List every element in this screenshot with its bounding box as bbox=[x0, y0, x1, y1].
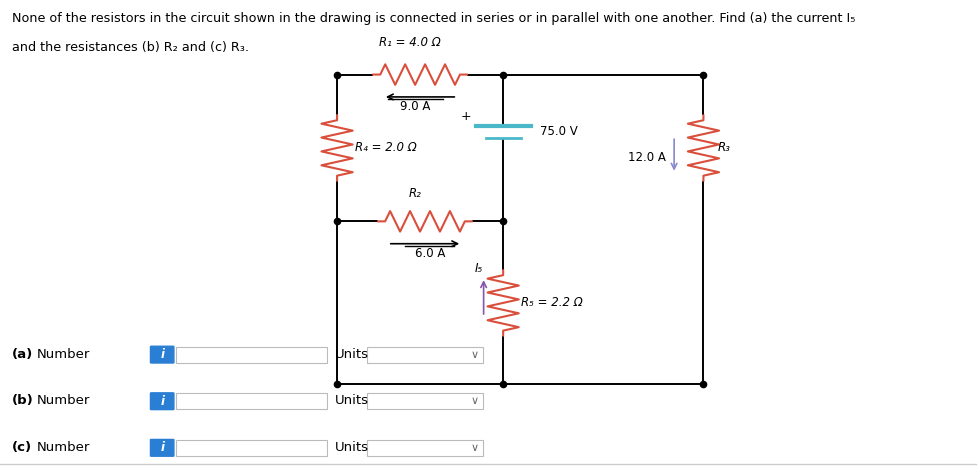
Text: 75.0 V: 75.0 V bbox=[540, 125, 578, 138]
Text: and the resistances (b) R₂ and (c) R₃.: and the resistances (b) R₂ and (c) R₃. bbox=[12, 41, 249, 54]
Text: Units: Units bbox=[335, 394, 369, 407]
Text: Number: Number bbox=[37, 441, 91, 454]
Text: R₁ = 4.0 Ω: R₁ = 4.0 Ω bbox=[379, 36, 442, 49]
Text: None of the resistors in the circuit shown in the drawing is connected in series: None of the resistors in the circuit sho… bbox=[12, 12, 855, 25]
FancyBboxPatch shape bbox=[367, 440, 483, 456]
Text: (a): (a) bbox=[12, 348, 33, 361]
Text: Units: Units bbox=[335, 441, 369, 454]
Text: Number: Number bbox=[37, 394, 91, 407]
Text: (c): (c) bbox=[12, 441, 32, 454]
Text: ∨: ∨ bbox=[471, 396, 479, 406]
Text: R₃: R₃ bbox=[718, 142, 731, 154]
FancyBboxPatch shape bbox=[367, 347, 483, 363]
Text: ∨: ∨ bbox=[471, 350, 479, 360]
Text: +: + bbox=[460, 110, 471, 123]
FancyBboxPatch shape bbox=[367, 393, 483, 409]
Text: Number: Number bbox=[37, 348, 91, 361]
Text: 6.0 A: 6.0 A bbox=[414, 247, 446, 260]
FancyBboxPatch shape bbox=[150, 439, 174, 456]
Text: R₂: R₂ bbox=[408, 187, 422, 200]
Text: i: i bbox=[160, 348, 164, 361]
Text: 9.0 A: 9.0 A bbox=[400, 100, 431, 113]
Text: R₄ = 2.0 Ω: R₄ = 2.0 Ω bbox=[355, 142, 416, 154]
Text: Units: Units bbox=[335, 348, 369, 361]
Text: ∨: ∨ bbox=[471, 443, 479, 453]
FancyBboxPatch shape bbox=[176, 347, 327, 363]
Text: i: i bbox=[160, 395, 164, 408]
Text: i: i bbox=[160, 441, 164, 454]
FancyBboxPatch shape bbox=[176, 440, 327, 456]
FancyBboxPatch shape bbox=[150, 393, 174, 410]
Text: R₅ = 2.2 Ω: R₅ = 2.2 Ω bbox=[521, 296, 582, 309]
Text: I₅: I₅ bbox=[475, 262, 483, 275]
FancyBboxPatch shape bbox=[176, 393, 327, 409]
FancyBboxPatch shape bbox=[150, 346, 174, 363]
Text: (b): (b) bbox=[12, 394, 33, 407]
Text: 12.0 A: 12.0 A bbox=[628, 151, 666, 164]
